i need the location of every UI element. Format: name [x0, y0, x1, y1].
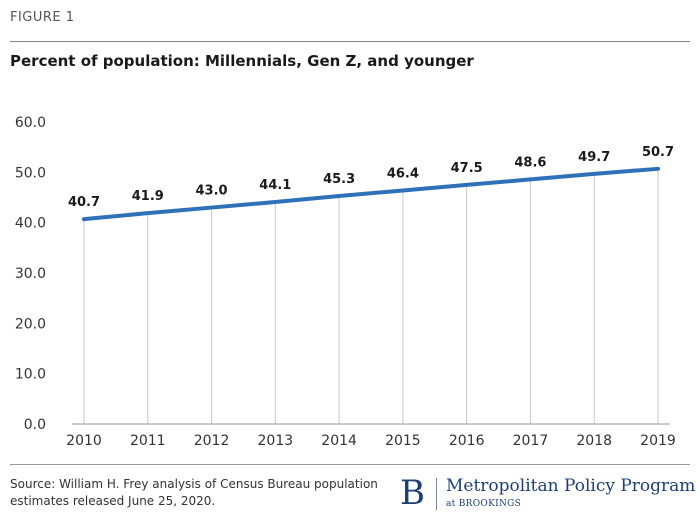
- data-label: 41.9: [132, 189, 164, 204]
- data-point-2010: [82, 217, 86, 221]
- brookings-logo: B Metropolitan Policy Program at BROOKIN…: [400, 472, 695, 516]
- chart-title: Percent of population: Millennials, Gen …: [10, 52, 474, 70]
- logo-subtitle: at BROOKINGS: [446, 499, 522, 509]
- data-label-layer: 40.7 41.9 43.0 44.1 45.3 46.4 47.5 48.6 49.7 50.7: [68, 145, 674, 210]
- x-tick-label: 2019: [640, 433, 676, 449]
- data-label: 49.7: [578, 150, 610, 165]
- x-tick-label: 2012: [194, 433, 230, 449]
- series-layer: [82, 166, 660, 222]
- data-label: 44.1: [259, 178, 291, 193]
- data-label: 47.5: [451, 161, 483, 176]
- top-rule: [10, 41, 690, 42]
- figure-label: FIGURE 1: [10, 10, 75, 25]
- y-tick-label: 60.0: [15, 115, 46, 131]
- data-point-2012: [210, 206, 214, 210]
- x-tick-label: 2010: [66, 433, 102, 449]
- y-tick-label: 10.0: [15, 367, 46, 383]
- data-point-2016: [465, 183, 469, 187]
- data-label: 50.7: [642, 145, 674, 160]
- y-tick-label: 50.0: [15, 165, 46, 181]
- bottom-rule: [10, 464, 690, 465]
- y-tick-label: 30.0: [15, 266, 46, 282]
- y-tick-label: 40.0: [15, 216, 46, 232]
- data-label: 40.7: [68, 195, 100, 210]
- data-point-2014: [337, 194, 341, 198]
- data-point-2013: [273, 200, 277, 204]
- data-label: 48.6: [514, 155, 546, 170]
- data-point-2019: [656, 167, 660, 171]
- x-tick-label: 2014: [321, 433, 357, 449]
- x-tick-label: 2013: [258, 433, 294, 449]
- data-point-2011: [146, 211, 150, 215]
- x-tick-label: 2018: [576, 433, 612, 449]
- x-tick-label: 2011: [130, 433, 166, 449]
- data-label: 46.4: [387, 166, 419, 181]
- y-tick-label: 20.0: [15, 316, 46, 332]
- data-label: 43.0: [196, 184, 228, 199]
- logo-divider: [436, 478, 437, 510]
- data-point-2018: [592, 172, 596, 176]
- x-tick-label: 2017: [513, 433, 549, 449]
- logo-letter: B: [400, 473, 425, 513]
- series-line: [82, 166, 660, 222]
- axis-layer: 0.0 10.0 20.0 30.0 40.0 50.0 60.0 2010 2011 2012 2…: [15, 115, 676, 449]
- x-tick-label: 2015: [385, 433, 421, 449]
- line-chart: 0.0 10.0 20.0 30.0 40.0 50.0 60.0 2010 2011 2012 2…: [15, 115, 676, 449]
- y-tick-label: 0.0: [24, 417, 46, 433]
- logo-program-name: Metropolitan Policy Program: [446, 476, 696, 496]
- grid-layer: [83, 168, 659, 424]
- source-note: Source: William H. Frey analysis of Cens…: [10, 477, 378, 508]
- data-point-2015: [401, 188, 405, 192]
- data-label: 45.3: [323, 172, 355, 187]
- x-tick-label: 2016: [449, 433, 485, 449]
- data-point-2017: [528, 177, 532, 181]
